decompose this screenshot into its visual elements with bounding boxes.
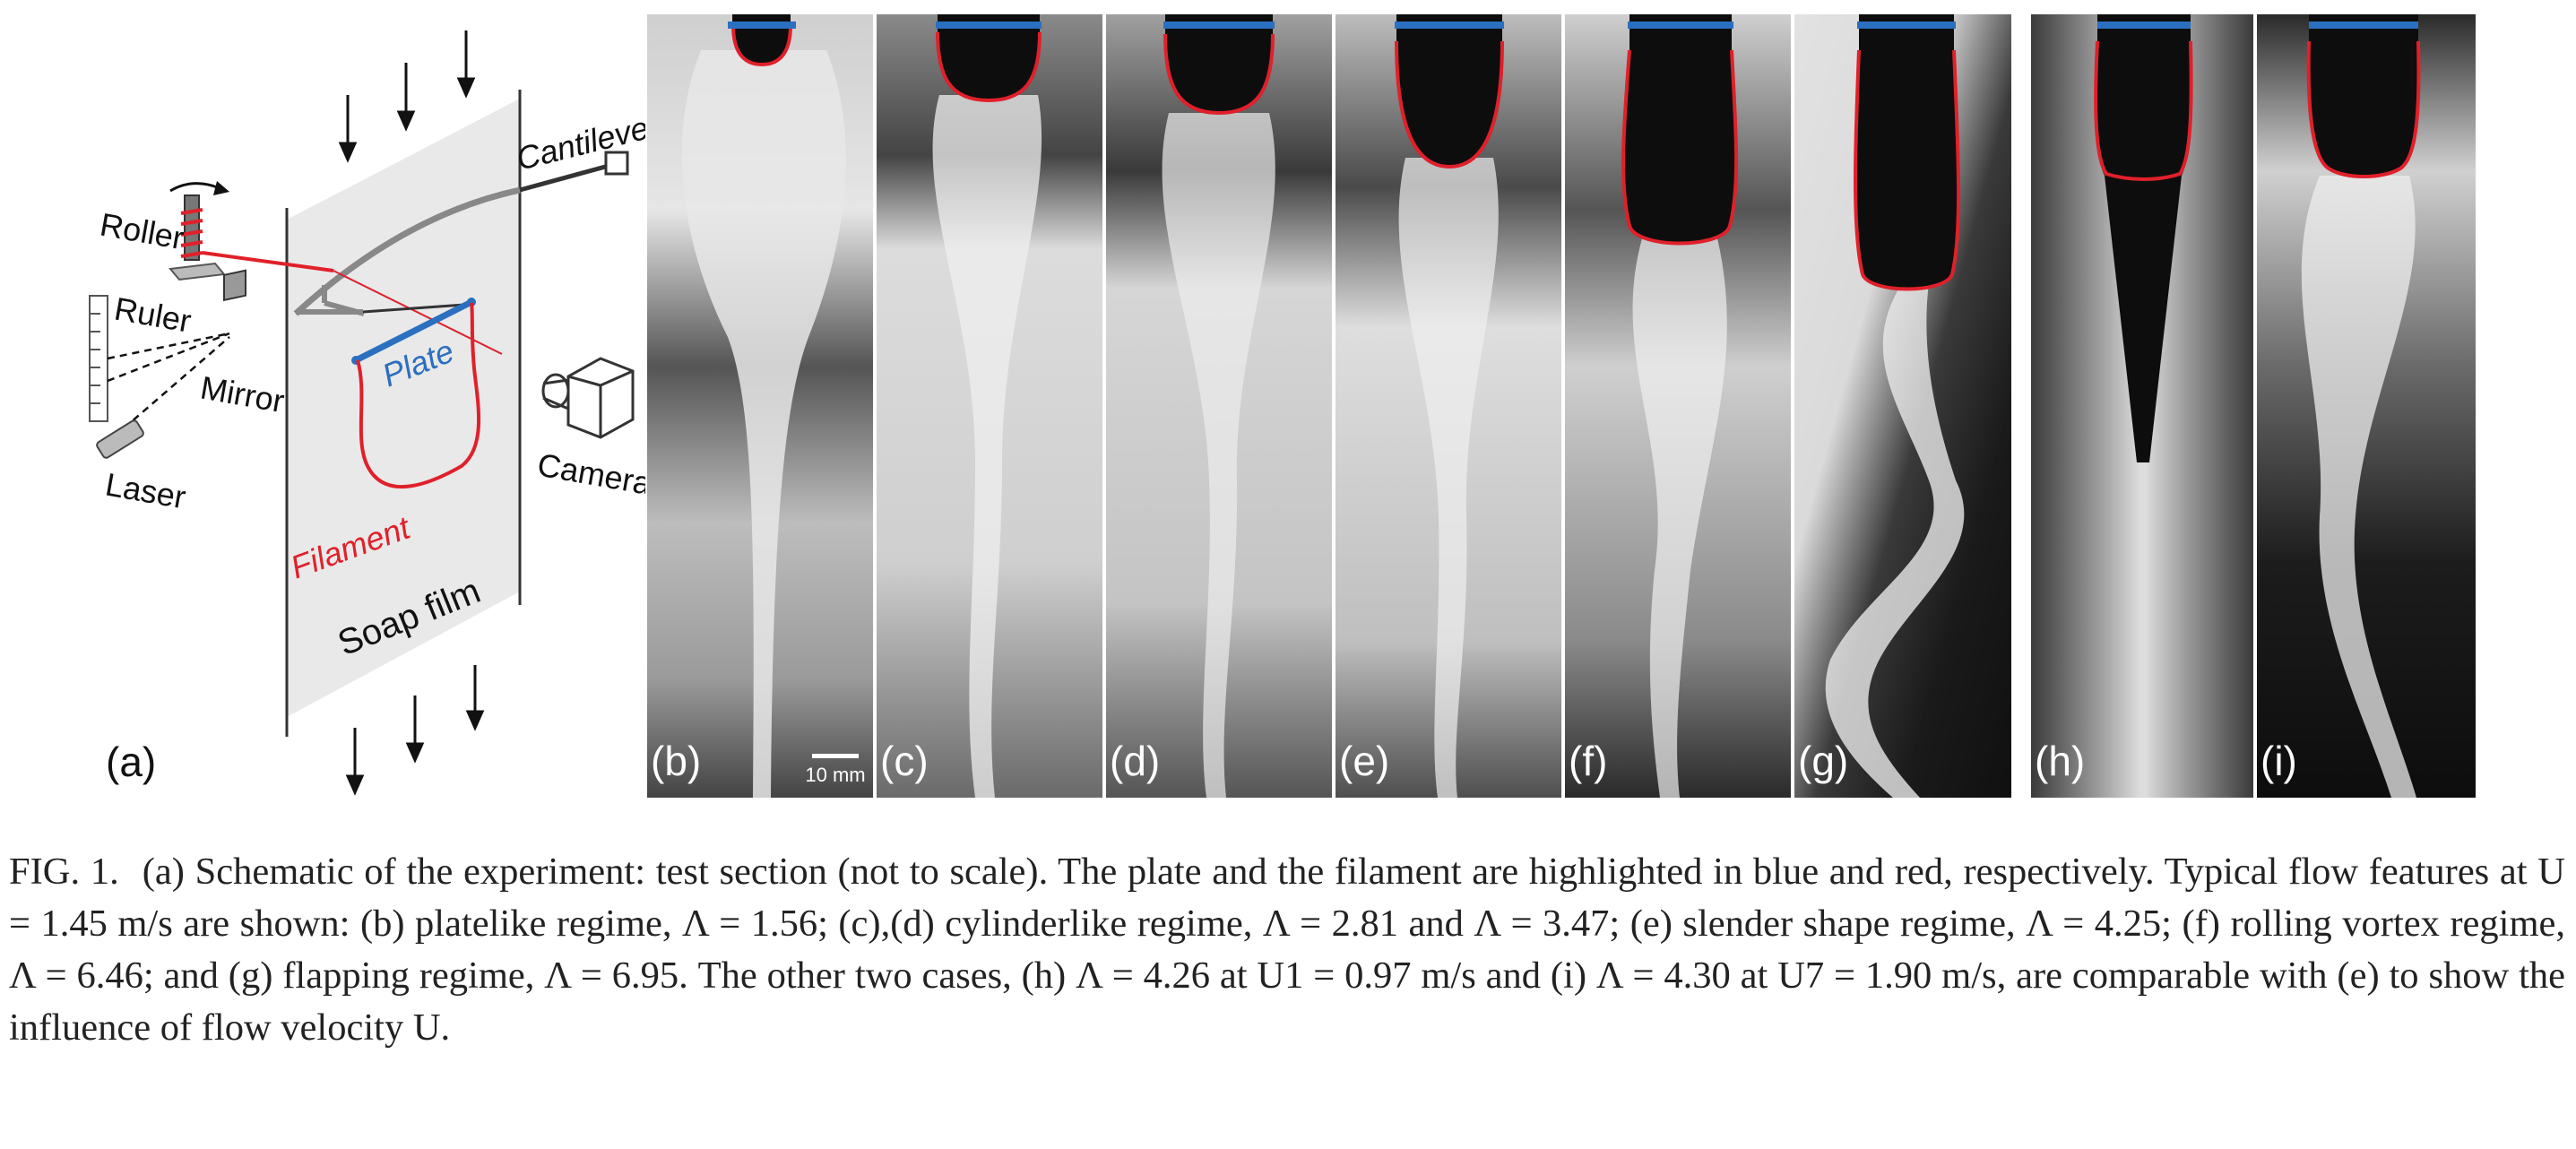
caption-label: FIG. 1. <box>9 851 119 893</box>
schematic-panel-a: Cantilever Roller Mirror <box>89 30 645 796</box>
photo-panel-h: (h) <box>2031 14 2253 798</box>
cantilever-arm <box>519 160 619 193</box>
laser-beams-dashed <box>107 332 230 429</box>
photo-panel-e: (e) <box>1336 14 1561 798</box>
rotation-arrow <box>169 182 220 193</box>
photo-panel-f: (f) <box>1565 14 1791 798</box>
photo-panel-c: (c) <box>877 14 1102 798</box>
panel-label-b: (b) <box>651 738 702 784</box>
roller <box>169 181 229 281</box>
ruler <box>89 295 108 422</box>
label-camera: Camera <box>535 446 645 503</box>
panel-label-c: (c) <box>880 738 929 784</box>
label-roller: Roller <box>98 206 187 257</box>
camera <box>541 357 635 439</box>
mirror <box>223 269 246 302</box>
filament <box>356 302 481 489</box>
plate-link-2 <box>362 303 465 314</box>
figure-1: Cantilever Roller Mirror <box>89 14 2476 798</box>
panel-label-d: (d) <box>1110 738 1161 784</box>
photo-panel-b: (b) 10 mm <box>647 14 873 798</box>
laser-line <box>202 251 334 272</box>
panel-label-a: (a) <box>106 739 156 785</box>
panel-label-h: (h) <box>2035 738 2086 784</box>
photo-panel-i: (i) <box>2257 14 2476 798</box>
panel-label-e: (e) <box>1339 738 1390 784</box>
caption-text: (a) Schematic of the experiment: test se… <box>9 851 2566 1049</box>
label-ruler: Ruler <box>112 290 194 340</box>
flow-arrows-top <box>338 30 476 163</box>
scale-bar: 10 mm <box>800 754 871 787</box>
label-laser: Laser <box>103 466 189 516</box>
caption-paragraph: FIG. 1. (a) Schematic of the experiment: … <box>9 846 2565 1054</box>
cantilever-mount <box>604 151 629 176</box>
laser-device <box>96 419 144 459</box>
photo-panel-d: (d) <box>1106 14 1332 798</box>
label-mirror: Mirror <box>198 369 288 420</box>
soap-film-sheet <box>287 99 520 717</box>
photo-panel-g: (g) <box>1794 14 2011 798</box>
plate <box>354 298 473 364</box>
panel-label-i: (i) <box>2260 738 2297 784</box>
scale-bar-label: 10 mm <box>805 764 866 786</box>
flow-arrows-bottom <box>345 665 485 796</box>
panel-label-f: (f) <box>1569 738 1608 784</box>
panel-label-g: (g) <box>1798 738 1849 784</box>
figure-caption: FIG. 1. (a) Schematic of the experiment: … <box>9 846 2565 1054</box>
scale-bar-line <box>812 754 859 758</box>
